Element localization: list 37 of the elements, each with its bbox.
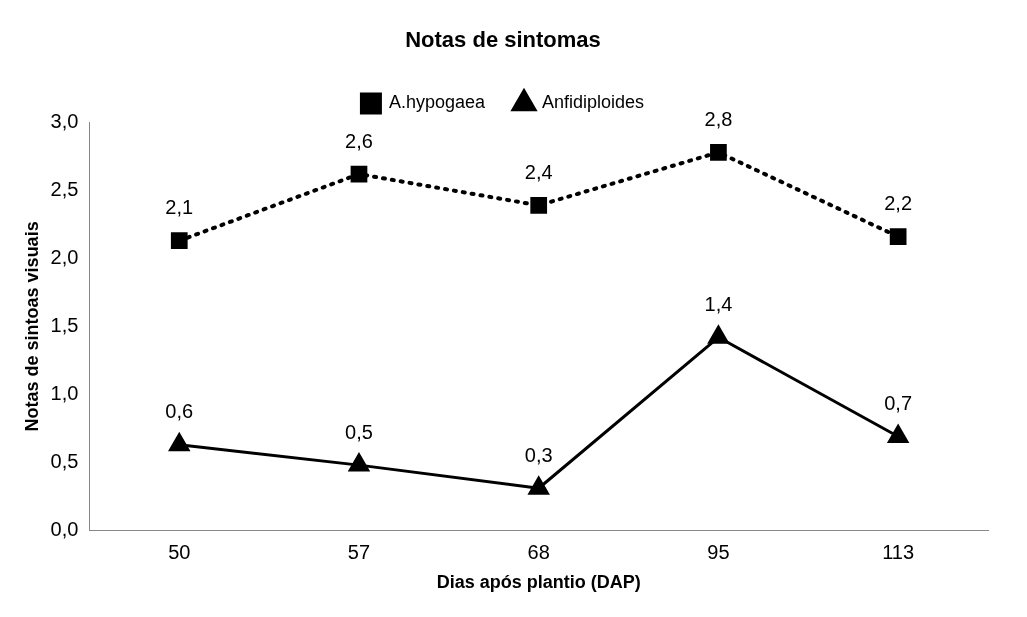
x-tick-label: 57 [347,540,371,563]
y-tick-label: 2,5 [50,177,79,200]
point [530,197,548,214]
chart-title: Notas de sintomas [405,27,601,53]
data-label: 1,4 [704,292,733,315]
data-label: 2,8 [704,107,733,130]
y-tick-label: 0,0 [50,517,79,540]
point [350,165,368,183]
y-tick-label: 2,0 [50,245,79,268]
legend-label: A.hypogaea [388,92,486,113]
point [348,453,370,472]
y-axis-title: Notas de sintoas visuais [21,221,42,432]
data-label: 2,4 [524,160,553,183]
data-label: 2,2 [884,192,913,215]
x-tick-label: 68 [527,540,550,563]
point [708,325,729,344]
point [169,433,190,452]
x-tick-label: 113 [882,540,915,563]
x-axis-title: Dias após plantio (DAP) [436,572,641,593]
point [170,232,188,250]
y-tick-label: 1,5 [50,313,79,336]
data-label: 2,6 [345,129,373,152]
y-tick-label: 1,0 [50,381,79,404]
legend-label: Anfidiploides [542,92,645,113]
data-label: 0,7 [884,392,913,415]
point [710,143,727,161]
point [887,425,909,444]
x-tick-label: 50 [168,540,191,563]
data-label: 2,1 [165,196,194,219]
y-tick-label: 3,0 [50,109,79,132]
point [889,228,907,245]
data-label: 0,6 [165,400,194,423]
y-tick-label: 0,5 [50,449,79,472]
data-label: 0,5 [345,420,373,443]
x-tick-label: 95 [707,540,730,563]
point [528,476,549,495]
data-label: 0,3 [524,443,553,466]
